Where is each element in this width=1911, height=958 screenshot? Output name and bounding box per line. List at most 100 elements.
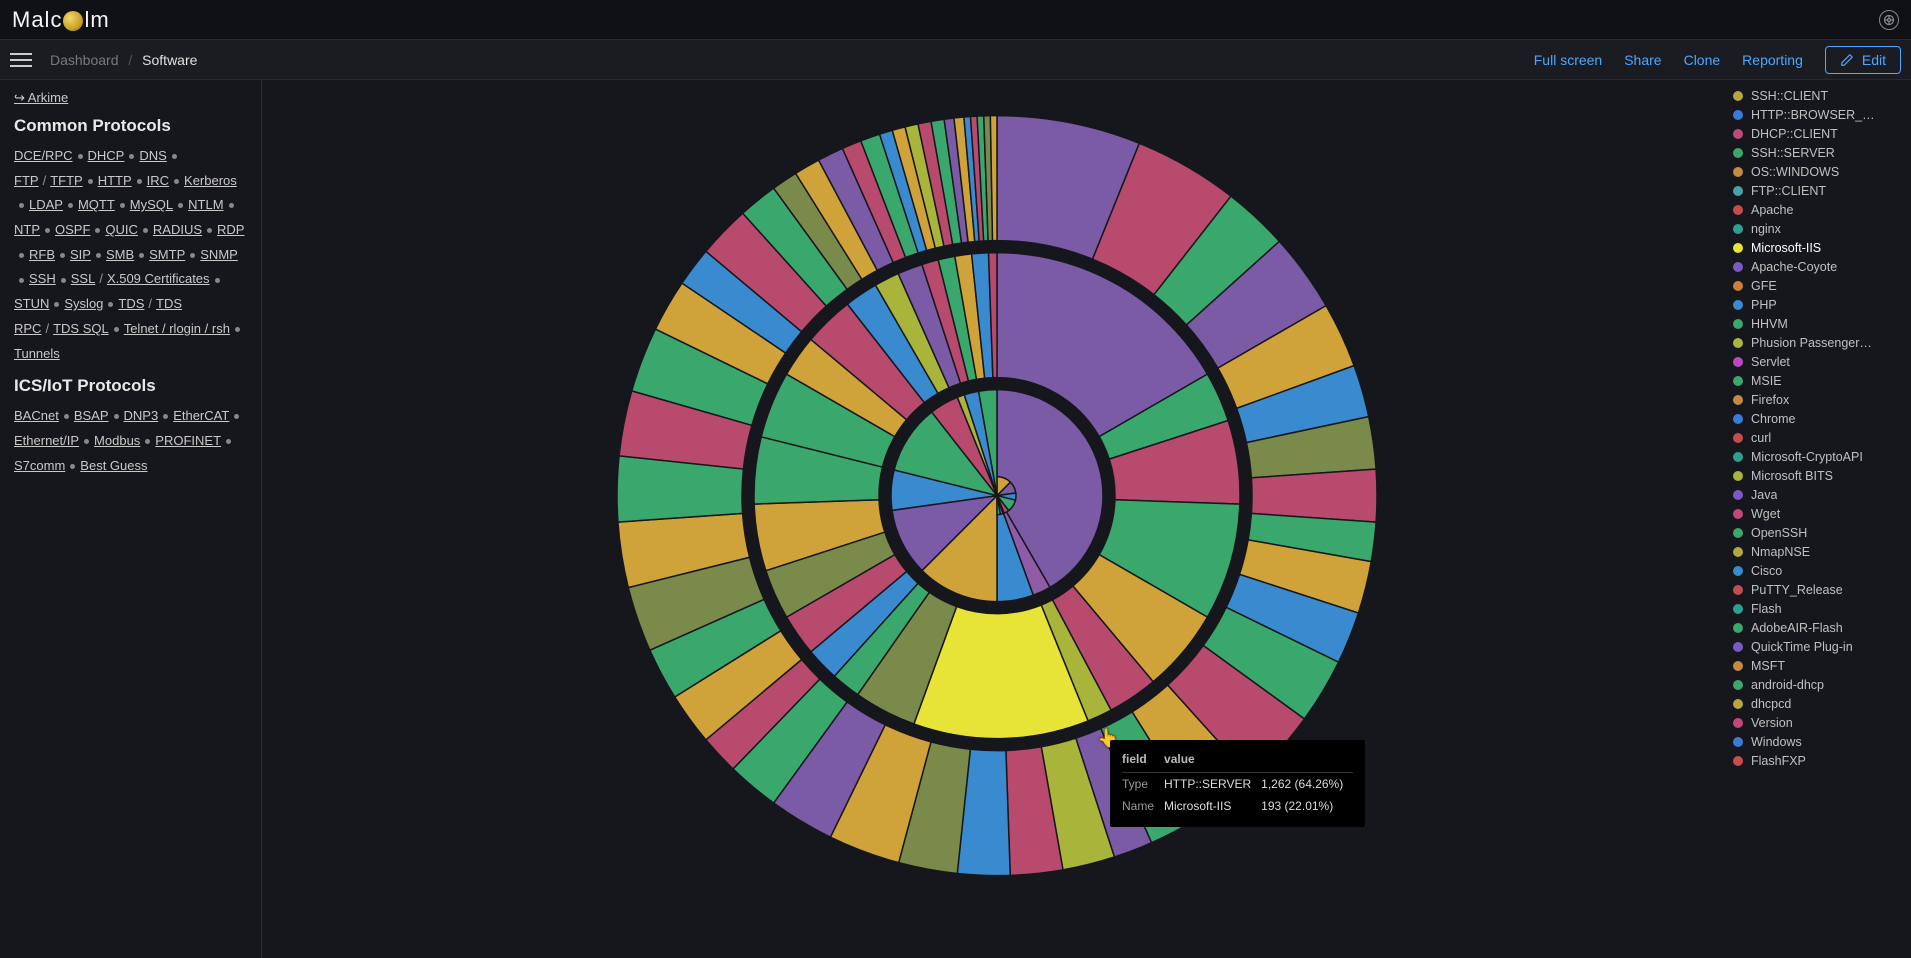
legend-item[interactable]: Windows [1733,732,1909,751]
legend-item[interactable]: DHCP::CLIENT [1733,124,1909,143]
legend-item[interactable]: SSH::SERVER [1733,143,1909,162]
protocol-link[interactable]: Modbus [94,433,140,448]
legend-item[interactable]: Apache-Coyote [1733,257,1909,276]
protocol-link[interactable]: TDS [118,296,144,311]
menu-icon[interactable] [10,49,32,71]
fullscreen-button[interactable]: Full screen [1534,52,1602,68]
separator-dot [114,327,119,332]
protocol-link[interactable]: X.509 Certificates [107,271,210,286]
protocol-link[interactable]: SSH [29,271,56,286]
legend-item[interactable]: MSIE [1733,371,1909,390]
legend-item[interactable]: Chrome [1733,409,1909,428]
protocol-link[interactable]: STUN [14,296,49,311]
protocol-link[interactable]: DCE/RPC [14,148,73,163]
legend-item[interactable]: GFE [1733,276,1909,295]
protocol-link[interactable]: Telnet / rlogin / rsh [124,321,230,336]
legend-label: FlashFXP [1751,754,1806,768]
legend-item[interactable]: Microsoft-IIS [1733,238,1909,257]
breadcrumb-parent[interactable]: Dashboard [50,52,119,68]
legend-item[interactable]: PHP [1733,295,1909,314]
protocol-link[interactable]: RDP [217,222,244,237]
legend-swatch [1733,262,1743,272]
legend-item[interactable]: Flash [1733,599,1909,618]
protocol-link[interactable]: Tunnels [14,346,60,361]
protocol-link[interactable]: EtherCAT [173,408,229,423]
edit-button[interactable]: Edit [1825,46,1901,74]
legend-item[interactable]: OS::WINDOWS [1733,162,1909,181]
separator-dot [178,203,183,208]
protocol-link[interactable]: TFTP [50,173,83,188]
legend-item[interactable]: curl [1733,428,1909,447]
protocol-link[interactable]: MySQL [130,197,173,212]
app-logo[interactable]: Malclm [12,7,110,33]
legend-item[interactable]: PuTTY_Release [1733,580,1909,599]
legend-item[interactable]: Servlet [1733,352,1909,371]
protocol-link[interactable]: BSAP [74,408,109,423]
legend-item[interactable]: Phusion Passenger… [1733,333,1909,352]
legend-item[interactable]: NmapNSE [1733,542,1909,561]
protocol-link[interactable]: NTLM [188,197,223,212]
separator-dot [78,154,83,159]
protocol-link[interactable]: Kerberos [184,173,237,188]
protocol-link[interactable]: S7comm [14,458,65,473]
breadcrumb: Dashboard / Software [50,52,197,68]
protocol-link[interactable]: SMTP [149,247,185,262]
legend-item[interactable]: Version [1733,713,1909,732]
legend-item[interactable]: Apache [1733,200,1909,219]
protocol-link[interactable]: LDAP [29,197,63,212]
share-button[interactable]: Share [1624,52,1661,68]
legend-item[interactable]: HTTP::BROWSER_… [1733,105,1909,124]
protocol-link[interactable]: DHCP [88,148,125,163]
legend-item[interactable]: FlashFXP [1733,751,1909,770]
legend-swatch [1733,661,1743,671]
protocol-link[interactable]: Best Guess [80,458,147,473]
legend-item[interactable]: OpenSSH [1733,523,1909,542]
legend-item[interactable]: HHVM [1733,314,1909,333]
legend-item[interactable]: MSFT [1733,656,1909,675]
protocol-link[interactable]: SSL [71,271,96,286]
separator-dot [19,253,24,258]
legend-item[interactable]: Microsoft BITS [1733,466,1909,485]
protocol-link[interactable]: MQTT [78,197,115,212]
protocol-link[interactable]: Ethernet/IP [14,433,79,448]
legend-item[interactable]: FTP::CLIENT [1733,181,1909,200]
legend-item[interactable]: Firefox [1733,390,1909,409]
legend-swatch [1733,167,1743,177]
legend-item[interactable]: Wget [1733,504,1909,523]
legend-item[interactable]: nginx [1733,219,1909,238]
separator-dot [226,439,231,444]
protocol-link[interactable]: FTP [14,173,39,188]
protocol-link[interactable]: SNMP [200,247,238,262]
protocol-link[interactable]: DNS [139,148,166,163]
protocol-link[interactable]: DNP3 [124,408,159,423]
legend-label: Chrome [1751,412,1795,426]
protocol-link[interactable]: Syslog [64,296,103,311]
protocol-link[interactable]: IRC [147,173,169,188]
protocol-link[interactable]: SMB [106,247,134,262]
protocol-link[interactable]: NTP [14,222,40,237]
legend-item[interactable]: android-dhcp [1733,675,1909,694]
protocol-link[interactable]: QUIC [105,222,138,237]
protocol-link[interactable]: RADIUS [153,222,202,237]
protocol-link[interactable]: PROFINET [155,433,221,448]
protocol-link[interactable]: SIP [70,247,91,262]
protocol-link[interactable]: RFB [29,247,55,262]
clone-button[interactable]: Clone [1684,52,1721,68]
help-icon[interactable] [1879,10,1899,30]
legend-item[interactable]: Microsoft-CryptoAPI [1733,447,1909,466]
legend-label: AdobeAIR-Flash [1751,621,1843,635]
legend-item[interactable]: SSH::CLIENT [1733,86,1909,105]
protocol-link[interactable]: TDS SQL [53,321,109,336]
legend-item[interactable]: Cisco [1733,561,1909,580]
protocol-link[interactable]: HTTP [98,173,132,188]
arkime-link[interactable]: ↪ Arkime [14,90,247,106]
protocol-link[interactable]: BACnet [14,408,59,423]
separator-dot [139,253,144,258]
legend-item[interactable]: dhcpcd [1733,694,1909,713]
separator-slash: / [99,271,103,286]
protocol-link[interactable]: OSPF [55,222,90,237]
legend-item[interactable]: Java [1733,485,1909,504]
legend-item[interactable]: AdobeAIR-Flash [1733,618,1909,637]
reporting-button[interactable]: Reporting [1742,52,1803,68]
legend-item[interactable]: QuickTime Plug-in [1733,637,1909,656]
